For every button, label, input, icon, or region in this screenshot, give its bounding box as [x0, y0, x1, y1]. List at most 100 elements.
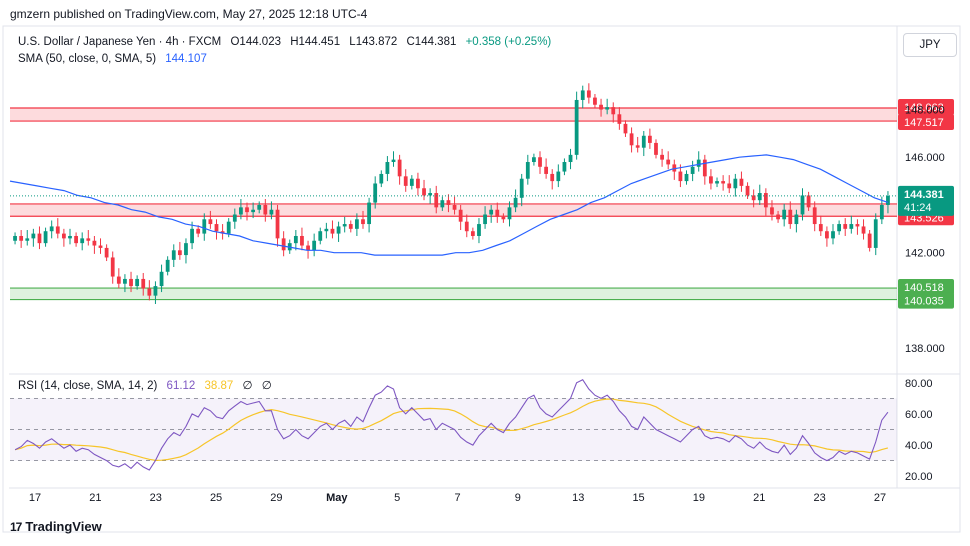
candle-body[interactable]	[751, 195, 756, 201]
candle-body[interactable]	[391, 159, 396, 163]
candle-body[interactable]	[879, 204, 884, 220]
candle-body[interactable]	[208, 219, 213, 225]
candle-body[interactable]	[74, 235, 78, 244]
candle-body[interactable]	[580, 90, 585, 100]
candle-body[interactable]	[696, 159, 701, 167]
candle-body[interactable]	[257, 204, 262, 210]
candle-body[interactable]	[556, 171, 561, 182]
candle-body[interactable]	[483, 214, 487, 225]
candle-body[interactable]	[312, 240, 317, 251]
candle-body[interactable]	[159, 271, 164, 287]
candle-body[interactable]	[800, 195, 805, 215]
candle-body[interactable]	[647, 135, 652, 143]
rsi-title[interactable]: RSI (14, close, SMA, 14, 2)	[18, 380, 158, 392]
candle-body[interactable]	[403, 176, 408, 186]
candle-body[interactable]	[190, 228, 194, 244]
candle-body[interactable]	[702, 159, 707, 177]
candle-body[interactable]	[367, 202, 371, 225]
candle-body[interactable]	[672, 164, 677, 172]
candle-body[interactable]	[251, 209, 256, 213]
candle-body[interactable]	[379, 173, 384, 184]
candle-body[interactable]	[538, 157, 542, 167]
candle-body[interactable]	[49, 226, 54, 232]
candle-body[interactable]	[354, 219, 359, 229]
candle-body[interactable]	[409, 178, 414, 186]
candle-body[interactable]	[495, 209, 500, 217]
candle-body[interactable]	[165, 259, 170, 272]
candle-body[interactable]	[373, 183, 378, 203]
candle-body[interactable]	[428, 193, 433, 196]
candle-body[interactable]	[452, 204, 457, 210]
candle-body[interactable]	[153, 286, 158, 296]
candle-body[interactable]	[794, 214, 799, 225]
candle-body[interactable]	[275, 209, 280, 239]
candle-body[interactable]	[361, 219, 365, 225]
candle-body[interactable]	[635, 145, 640, 148]
candle-body[interactable]	[269, 209, 274, 215]
candle-body[interactable]	[654, 142, 658, 155]
pivot-zone[interactable]	[10, 203, 897, 217]
candle-body[interactable]	[886, 195, 890, 205]
candle-body[interactable]	[825, 231, 829, 239]
candle-body[interactable]	[318, 231, 323, 241]
candle-body[interactable]	[660, 154, 664, 160]
candle-body[interactable]	[611, 107, 616, 115]
candle-body[interactable]	[141, 278, 146, 289]
candle-body[interactable]	[788, 209, 793, 225]
candle-body[interactable]	[202, 219, 207, 234]
candle-body[interactable]	[245, 207, 249, 213]
candle-body[interactable]	[684, 173, 689, 182]
candle-body[interactable]	[300, 235, 304, 246]
candle-body[interactable]	[763, 193, 768, 208]
candle-body[interactable]	[293, 235, 298, 244]
candle-body[interactable]	[470, 231, 475, 236]
candle-body[interactable]	[324, 228, 329, 232]
candle-body[interactable]	[678, 171, 683, 182]
candle-body[interactable]	[116, 276, 121, 284]
candle-body[interactable]	[43, 231, 48, 244]
candle-body[interactable]	[818, 224, 823, 232]
candle-body[interactable]	[867, 233, 872, 248]
candle-body[interactable]	[690, 166, 695, 174]
candle-body[interactable]	[92, 240, 97, 246]
candle-body[interactable]	[641, 135, 646, 148]
candle-body[interactable]	[80, 238, 85, 244]
candle-body[interactable]	[831, 231, 835, 239]
candle-body[interactable]	[715, 181, 719, 184]
candle-body[interactable]	[489, 209, 494, 215]
candle-body[interactable]	[232, 214, 237, 222]
currency-button[interactable]: JPY	[903, 33, 957, 57]
candle-body[interactable]	[147, 288, 152, 296]
candle-body[interactable]	[184, 243, 188, 256]
candle-body[interactable]	[568, 154, 573, 163]
candle-body[interactable]	[727, 183, 732, 189]
candle-body[interactable]	[843, 224, 848, 229]
candle-body[interactable]	[104, 247, 109, 258]
candle-body[interactable]	[263, 204, 268, 215]
candle-body[interactable]	[19, 235, 24, 241]
candle-body[interactable]	[849, 224, 854, 229]
candle-body[interactable]	[464, 221, 469, 232]
symbol-title[interactable]: U.S. Dollar / Japanese Yen · 4h · FXCM	[18, 36, 222, 48]
candle-body[interactable]	[550, 173, 555, 182]
candle-body[interactable]	[617, 114, 622, 124]
candle-body[interactable]	[513, 197, 518, 208]
candle-body[interactable]	[519, 178, 524, 198]
candle-body[interactable]	[37, 233, 42, 244]
candle-body[interactable]	[782, 209, 787, 220]
candle-body[interactable]	[806, 195, 811, 208]
candle-body[interactable]	[55, 226, 60, 234]
candle-body[interactable]	[196, 228, 201, 234]
candle-body[interactable]	[86, 238, 91, 241]
candle-body[interactable]	[861, 226, 866, 234]
candle-body[interactable]	[306, 245, 310, 251]
candle-body[interactable]	[68, 235, 72, 239]
candle-body[interactable]	[525, 162, 530, 179]
candle-body[interactable]	[342, 224, 347, 227]
candle-body[interactable]	[873, 219, 878, 248]
candle-body[interactable]	[745, 185, 750, 196]
candle-body[interactable]	[812, 207, 817, 225]
candle-body[interactable]	[177, 250, 182, 256]
candle-body[interactable]	[171, 250, 176, 260]
candle-body[interactable]	[98, 245, 103, 248]
